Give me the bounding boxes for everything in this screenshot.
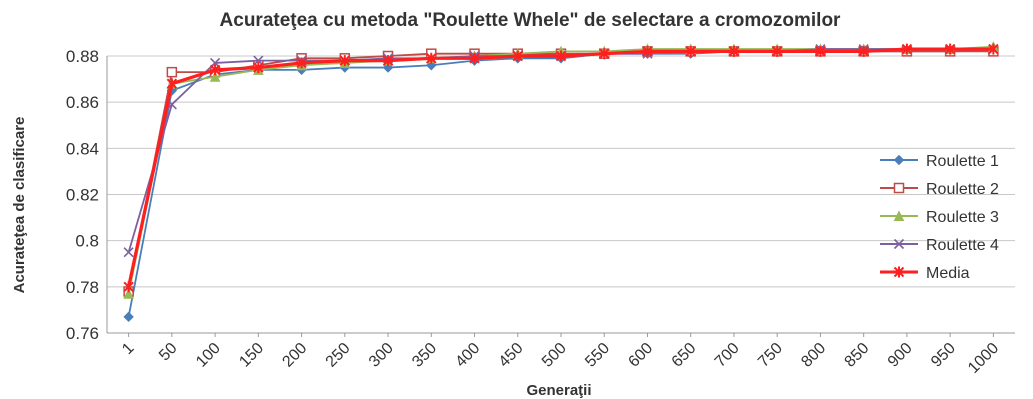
data-point (815, 45, 826, 57)
series-media (123, 43, 999, 293)
series-line-roulette-4 (127, 48, 994, 253)
y-tick-label: 0.76 (66, 324, 99, 343)
data-point (771, 45, 783, 57)
legend-label: Roulette 1 (926, 153, 999, 170)
data-point (296, 57, 307, 69)
x-tick-label: 750 (755, 340, 786, 371)
x-tick-label: 50 (156, 340, 181, 365)
data-point (209, 64, 221, 76)
data-point (858, 45, 869, 57)
data-point (512, 50, 523, 62)
x-tick-label: 300 (366, 340, 397, 371)
x-tick-label: 150 (236, 340, 267, 371)
legend-item-roulette-2: Roulette 2 (880, 181, 999, 198)
legend-item-roulette-4: Roulette 4 (880, 237, 999, 254)
series-roulette-1 (123, 43, 999, 323)
x-tick-label: 200 (279, 340, 310, 371)
series-line-roulette-1 (127, 48, 994, 318)
data-point (339, 55, 351, 67)
x-tick-label: 550 (582, 340, 613, 371)
series-roulette-3 (123, 41, 999, 299)
legend-item-media: Media (880, 265, 970, 282)
x-tick-label: 100 (193, 340, 224, 371)
y-tick-label: 0.84 (66, 139, 99, 158)
legend-item-roulette-1: Roulette 1 (880, 153, 999, 170)
x-tick-label: 450 (496, 340, 527, 371)
x-tick-label: 950 (928, 340, 959, 371)
y-tick-labels: 0.76 0.78 0.8 0.82 0.84 0.86 0.88 (66, 47, 99, 343)
data-point (426, 52, 437, 64)
data-point (599, 48, 610, 60)
legend-item-roulette-3: Roulette 3 (880, 209, 999, 226)
data-point (728, 45, 740, 57)
legend-label: Roulette 3 (926, 209, 999, 226)
y-tick-label: 0.78 (66, 278, 99, 297)
legend-marker (893, 266, 905, 278)
data-point (901, 43, 913, 55)
legend-marker (893, 238, 905, 250)
data-point (123, 311, 134, 323)
data-point (382, 55, 394, 67)
data-point (469, 52, 480, 64)
legend-label: Roulette 4 (926, 237, 999, 254)
y-axis-label: Acurateţea de clasificare (11, 117, 28, 294)
x-tick-label: 1 (119, 340, 137, 358)
series-group (123, 41, 999, 323)
x-tick-label: 800 (798, 340, 829, 371)
axes (106, 56, 1015, 337)
data-point (123, 247, 134, 258)
x-tick-label: 900 (885, 340, 916, 371)
y-tick-label: 0.88 (66, 47, 99, 66)
x-tick-label: 600 (625, 340, 656, 371)
legend-marker (893, 154, 905, 166)
data-point (685, 45, 696, 57)
data-point (253, 62, 264, 74)
x-tick-label: 700 (712, 340, 743, 371)
x-tick-label: 1000 (965, 340, 1002, 377)
x-tick-label: 400 (452, 340, 483, 371)
data-point (944, 43, 956, 55)
series-line-roulette-3 (127, 45, 994, 294)
chart-title: Acurateţea cu metoda "Roulette Whele" de… (220, 10, 842, 31)
series-line-roulette-2 (127, 50, 994, 292)
data-point (123, 281, 134, 293)
series-line-media (127, 47, 994, 288)
data-point (642, 45, 653, 57)
grid-lines (107, 55, 1015, 334)
x-axis-label: Generaţii (526, 382, 591, 399)
x-tick-label: 850 (842, 340, 873, 371)
data-point (382, 62, 394, 73)
data-point (166, 78, 178, 90)
x-tick-label: 250 (323, 340, 354, 371)
legend-marker (893, 210, 905, 221)
legend-marker (893, 182, 905, 194)
legend-label: Roulette 2 (926, 181, 999, 198)
legend-label: Media (926, 265, 970, 282)
data-point (988, 43, 999, 55)
data-point (166, 66, 178, 78)
data-point (209, 71, 221, 82)
data-point (123, 288, 134, 299)
x-tick-label: 350 (409, 340, 440, 371)
data-point (555, 50, 567, 62)
y-tick-label: 0.8 (75, 232, 99, 251)
legend: Roulette 1 Roulette 2 Roulette 3 Roulette 4… (880, 153, 999, 282)
x-tick-label: 500 (539, 340, 570, 371)
series-roulette-4 (123, 44, 999, 258)
x-tick-label: 650 (669, 340, 700, 371)
y-tick-label: 0.82 (66, 186, 99, 205)
x-tick-labels: 1 50 100 150 200 250 300 350 400 450 500 550 600 650 7… (119, 340, 1002, 377)
y-tick-label: 0.86 (66, 93, 99, 112)
series-roulette-2 (123, 46, 999, 297)
